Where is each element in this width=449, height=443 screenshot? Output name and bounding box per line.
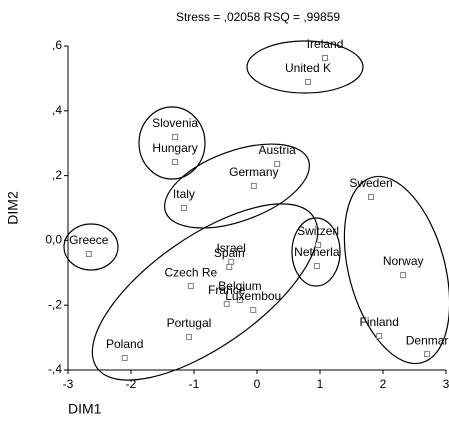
point [172,134,179,141]
point [313,262,320,269]
point [274,160,281,167]
y-tick-label: -,4 [48,362,62,376]
y-tick-label: -,2 [48,297,62,311]
point-label: Switzerl [297,224,339,238]
y-tick-label: ,6 [52,38,62,52]
point-label: Luxembou [225,289,281,303]
clusters [63,40,449,381]
cluster-ellipse [291,217,341,287]
cluster-ellipse [138,106,206,180]
point-label: Spain [214,246,245,260]
point [424,351,431,358]
x-tick-label: 2 [380,377,387,391]
point [223,300,230,307]
point [376,332,383,339]
point-label: Czech Re [165,265,218,279]
y-axis-label: DIM2 [5,191,21,225]
y-tick-label: 0,0 [45,233,62,247]
point-label: Finland [360,315,399,329]
x-tick-label: -2 [126,377,137,391]
x-axis-label: DIM1 [68,401,102,417]
point-label: Israel [216,241,245,255]
point-label: Ireland [307,37,344,51]
chart-title: Stress = ,02058 RSQ = ,99859 [176,10,340,24]
point-label: Poland [106,337,143,351]
point [368,193,375,200]
y-tick-label: ,2 [52,168,62,182]
point-label: Slovenia [152,116,198,130]
point [322,54,329,61]
point-label: Denmar [406,333,449,347]
point [236,297,243,304]
point [185,333,192,340]
point-label: Germany [229,165,278,179]
point-label: Norway [383,254,424,268]
point-label: Italy [173,187,195,201]
cluster-ellipse [163,143,311,229]
point [85,251,92,258]
point [305,78,312,85]
point-label: Netherla [294,245,340,259]
point-label: Hungary [152,141,197,155]
cluster-ellipse [246,40,364,94]
point [400,272,407,279]
cluster-ellipse [63,223,119,271]
point-label: Sweden [349,176,392,190]
point-label: Austria [258,143,296,157]
point [226,263,233,270]
point-label: Portugal [167,316,212,330]
x-tick-label: 1 [317,377,324,391]
x-tick-label: -1 [189,377,200,391]
point [250,307,257,314]
cluster-ellipse [91,203,319,381]
point-label: France [208,283,246,297]
x-tick-label: -3 [63,377,74,391]
point [315,241,322,248]
point-label: Belgium [218,279,261,293]
x-tick-label: 0 [254,377,261,391]
point [172,158,179,165]
point [250,182,257,189]
point-label: United K [285,61,331,75]
point [187,283,194,290]
point-label: Greece [69,233,109,247]
point [180,205,187,211]
x-tick-label: 3 [443,377,449,391]
y-tick-label: ,4 [52,103,62,117]
point [121,355,128,362]
cluster-ellipse [343,175,449,365]
